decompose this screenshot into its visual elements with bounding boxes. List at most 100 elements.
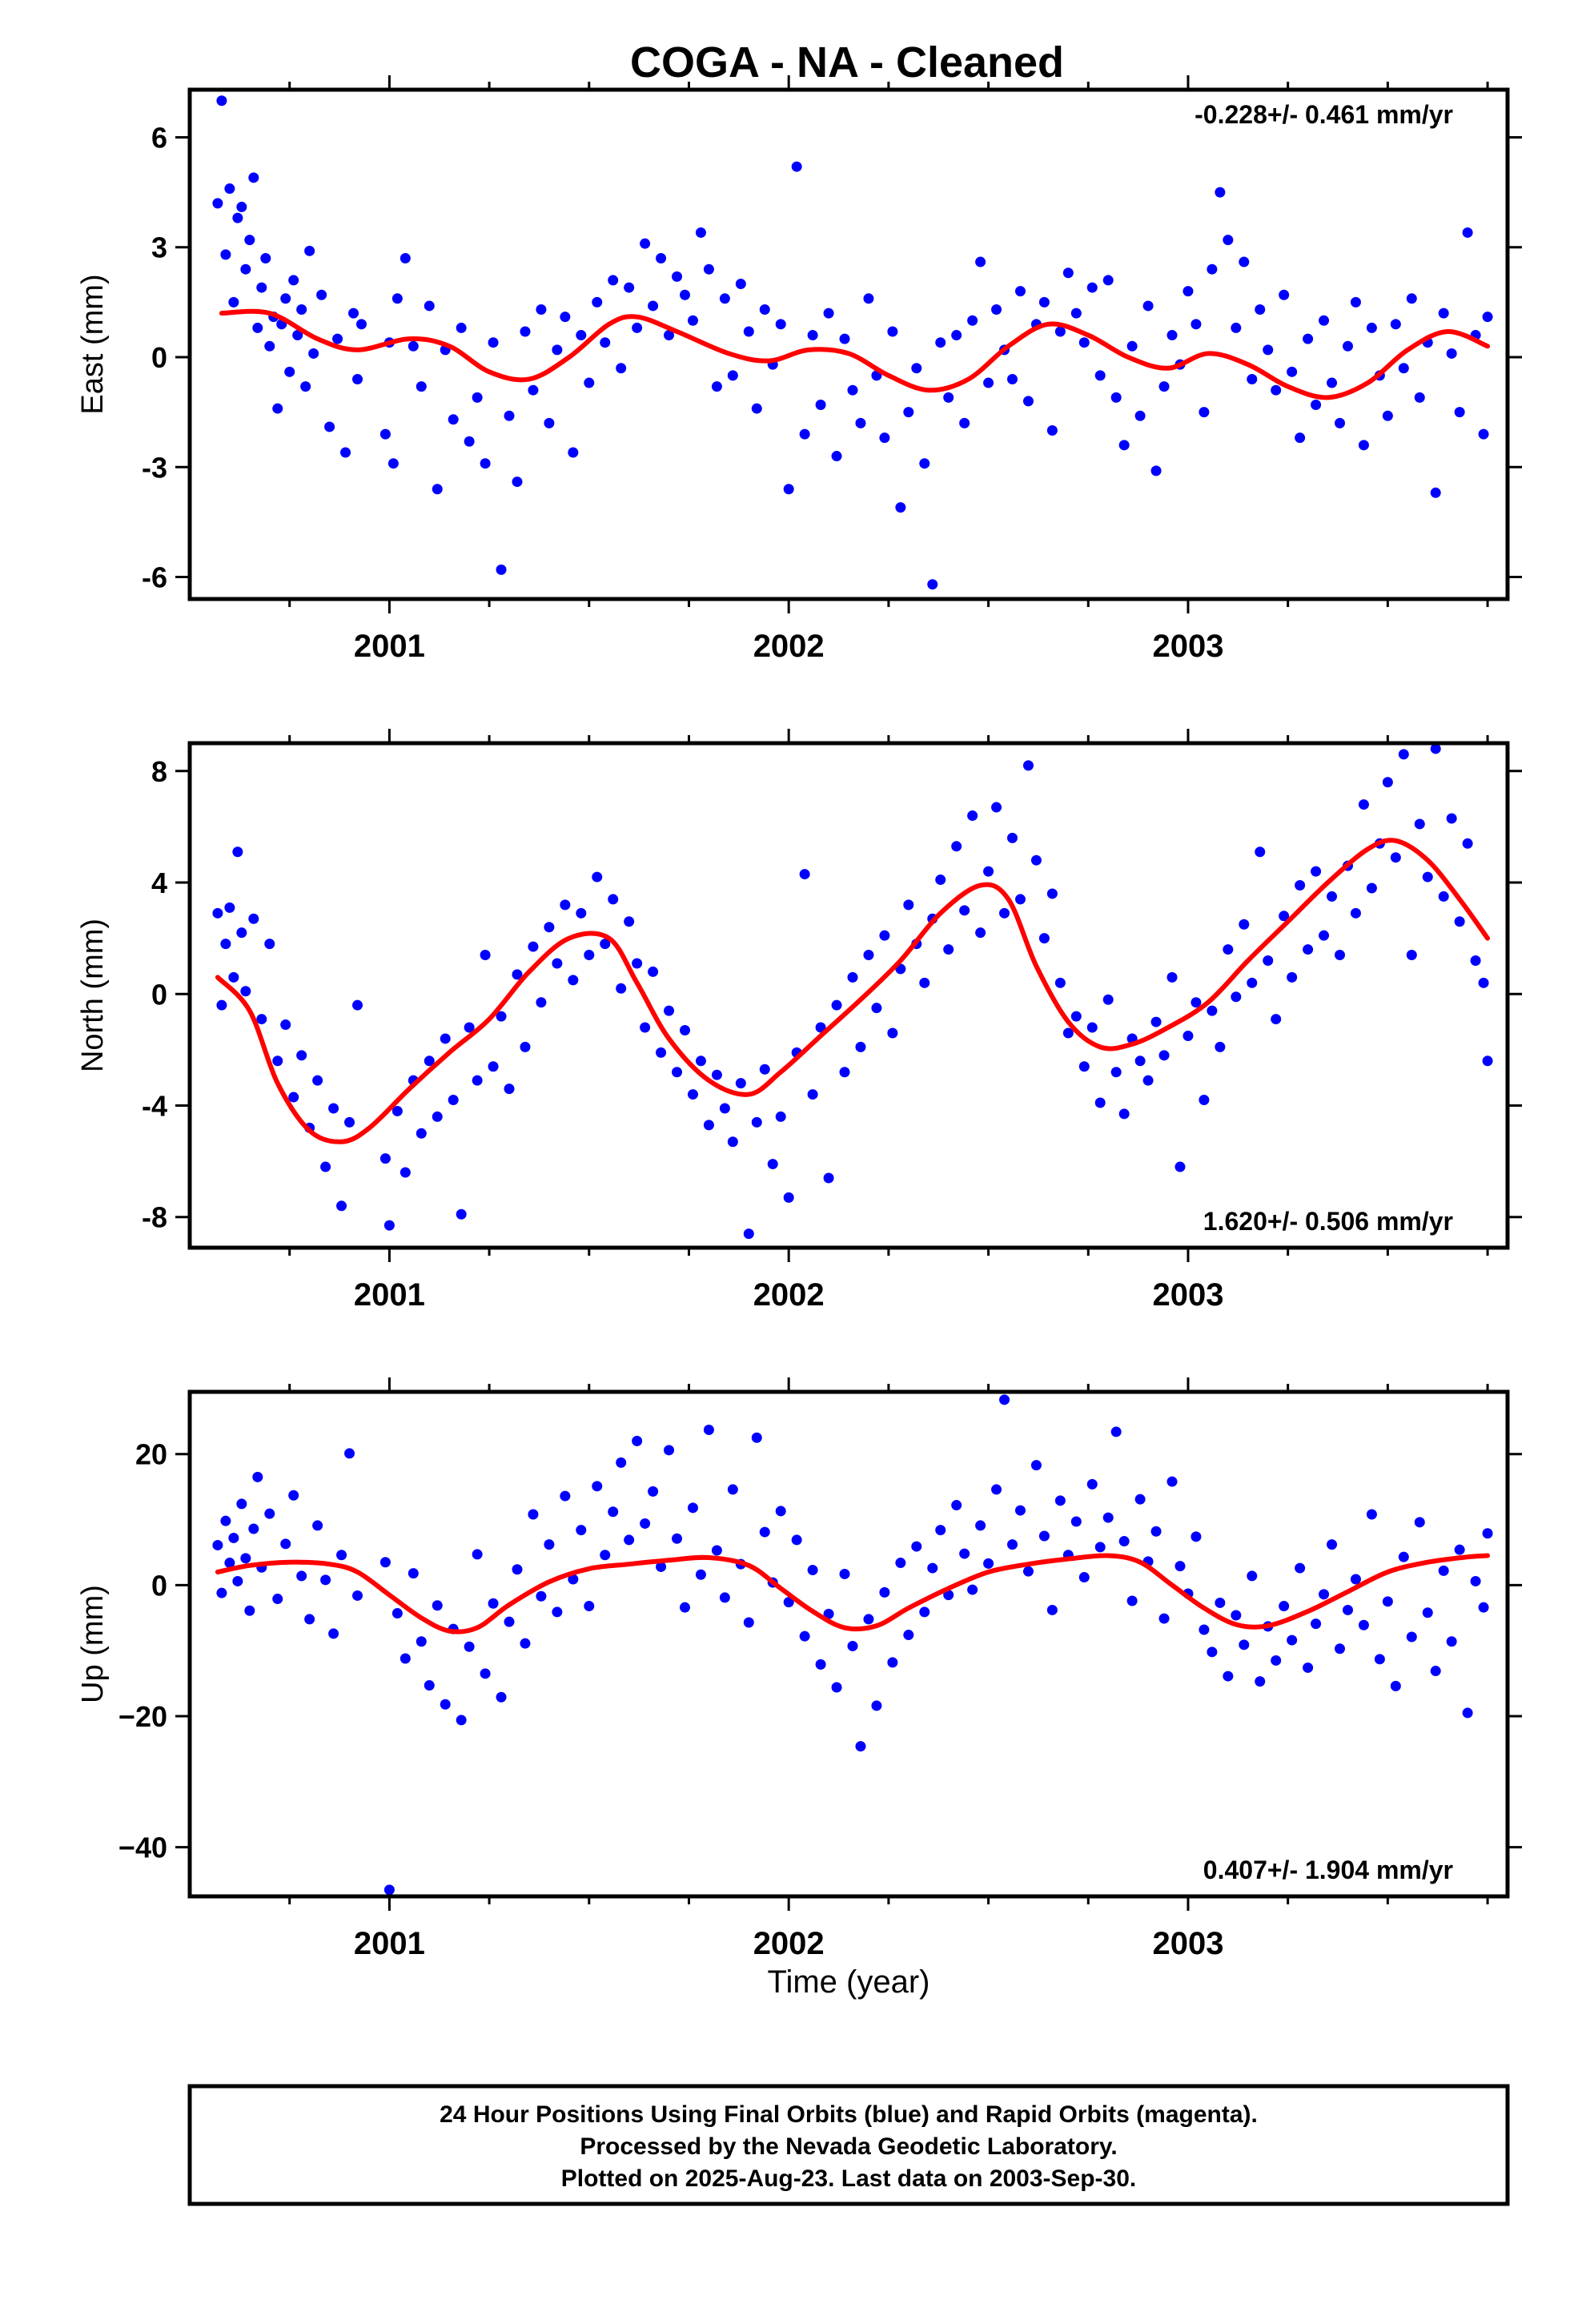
data-point [536, 1590, 547, 1602]
data-point [672, 1533, 683, 1544]
data-point [743, 326, 754, 337]
data-point [616, 363, 627, 374]
data-point [679, 289, 690, 300]
data-point [608, 275, 619, 286]
data-point [1102, 994, 1114, 1005]
data-point [919, 977, 930, 988]
data-point [1062, 1027, 1074, 1039]
data-point [775, 319, 786, 330]
data-point [320, 1574, 331, 1586]
data-point [991, 802, 1002, 813]
data-point [600, 939, 611, 950]
data-point [1406, 293, 1417, 304]
data-point [783, 1192, 794, 1203]
data-point [1247, 1570, 1258, 1582]
data-point [244, 1605, 255, 1616]
data-point [1406, 950, 1417, 961]
data-point [879, 1586, 890, 1598]
data-point [839, 333, 850, 344]
data-point [815, 1022, 826, 1033]
data-point [1054, 1495, 1066, 1506]
footnote-frame [187, 2084, 1510, 2206]
data-point [703, 263, 714, 275]
data-point [480, 950, 491, 961]
data-point [391, 1105, 403, 1116]
data-point [967, 315, 978, 326]
data-point [1287, 366, 1298, 377]
data-point [632, 322, 643, 333]
data-point [1398, 749, 1409, 760]
data-point [256, 1014, 267, 1025]
data-point [839, 1568, 850, 1579]
plot-frame [187, 87, 1510, 601]
data-point [1303, 1662, 1314, 1673]
data-point [1342, 340, 1353, 352]
data-point [863, 293, 874, 304]
data-point [727, 1136, 738, 1148]
rate-annotation: -0.228+/- 0.461 mm/yr [1195, 100, 1453, 129]
data-point [212, 1539, 223, 1550]
data-point [983, 866, 994, 877]
data-point [432, 1600, 443, 1611]
y-tick-label: 0 [151, 1569, 167, 1602]
data-point [1422, 1607, 1433, 1618]
data-point [648, 1486, 659, 1497]
data-point [1390, 319, 1401, 330]
plot-frame [187, 741, 1510, 1250]
data-point [1126, 340, 1138, 352]
data-point [703, 1424, 714, 1435]
data-point [1158, 1613, 1170, 1624]
data-point [1231, 322, 1242, 333]
data-point [831, 451, 842, 462]
data-point [504, 1616, 515, 1627]
y-tick-label: 8 [151, 755, 167, 788]
data-point [1030, 1460, 1042, 1471]
data-point [600, 337, 611, 348]
data-point [951, 330, 962, 341]
data-point [1046, 888, 1058, 899]
data-point [1086, 1022, 1098, 1033]
data-point [664, 1005, 675, 1016]
data-point [440, 1033, 451, 1044]
data-point [552, 344, 563, 356]
data-point [943, 392, 954, 403]
data-point [783, 1597, 794, 1608]
data-point [1342, 1604, 1353, 1615]
data-point [1438, 308, 1449, 319]
data-point [351, 999, 363, 1011]
data-point [212, 907, 223, 919]
data-point [1199, 407, 1210, 418]
data-point [280, 1538, 291, 1550]
data-point [1166, 330, 1178, 341]
data-point [351, 1590, 363, 1601]
data-point [280, 293, 291, 304]
data-point [228, 1532, 239, 1543]
x-tick-label: 2003 [1152, 1926, 1223, 1961]
data-point [1470, 955, 1481, 966]
data-point [220, 249, 231, 260]
data-point [640, 238, 651, 249]
data-points [212, 1394, 1493, 1896]
data-point [264, 939, 275, 950]
data-point [624, 916, 635, 927]
data-point [312, 1075, 323, 1086]
data-point [1174, 1561, 1186, 1572]
data-point [496, 1691, 507, 1703]
data-point [1046, 1604, 1058, 1615]
data-point [1207, 1005, 1218, 1016]
data-point [1438, 891, 1449, 902]
data-point [1470, 1575, 1481, 1586]
data-point [1279, 1601, 1290, 1612]
data-point [672, 271, 683, 282]
data-point [1118, 440, 1130, 451]
data-point [903, 407, 914, 418]
data-point [1014, 1505, 1026, 1516]
data-point [975, 256, 986, 267]
data-point [711, 381, 722, 392]
data-point [216, 95, 227, 107]
data-point [959, 905, 970, 916]
data-point [1482, 1528, 1493, 1539]
x-tick-label: 2002 [753, 1277, 825, 1313]
data-point [416, 1128, 427, 1139]
